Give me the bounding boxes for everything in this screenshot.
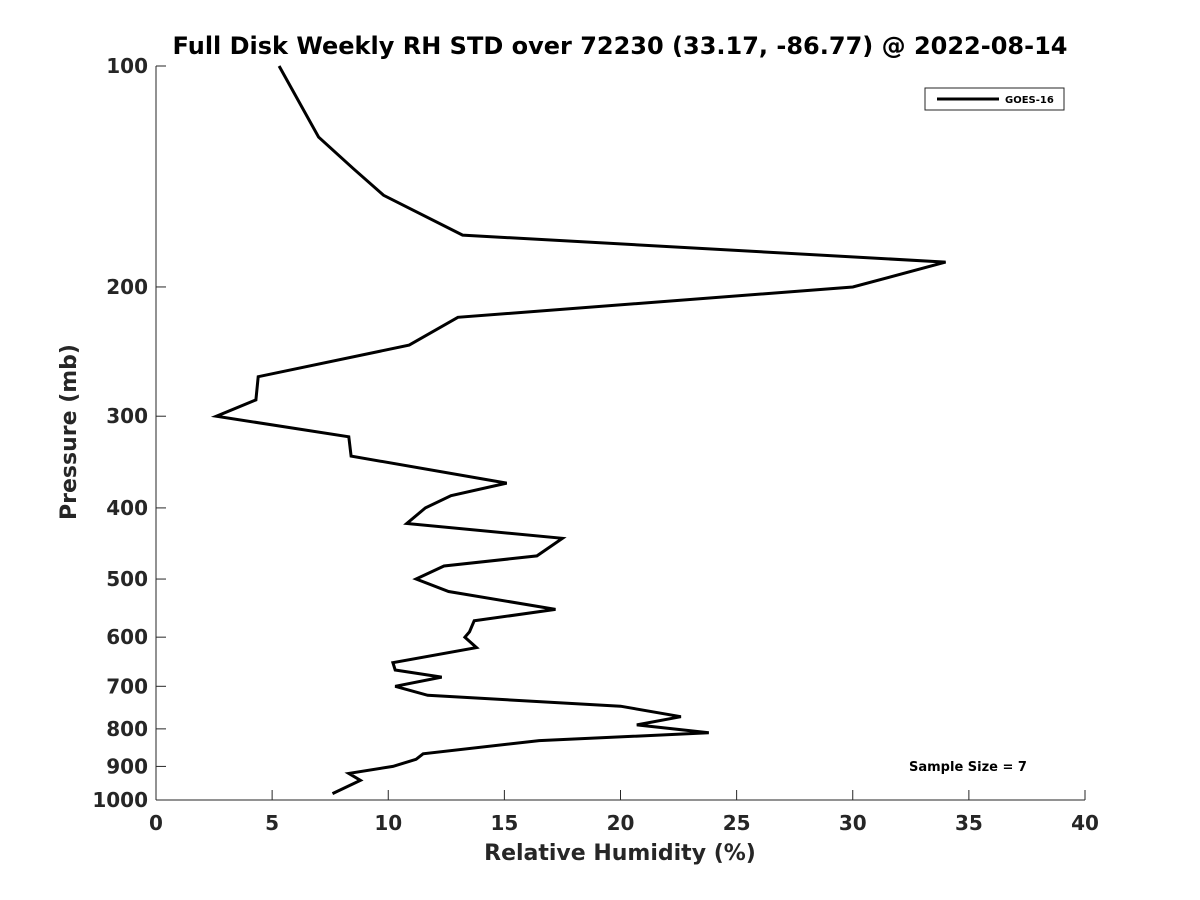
series-layer [210, 65, 946, 795]
axes-background [156, 66, 1085, 800]
x-tick-label: 5 [265, 811, 279, 835]
series-line-goes-16 [210, 65, 946, 795]
sample-size-annotation: Sample Size = 7 [909, 760, 1027, 775]
y-tick-label: 1000 [92, 788, 148, 812]
x-axis-ticks: 0 5 10 15 20 25 30 35 40 [149, 790, 1099, 835]
y-tick-label: 600 [106, 625, 148, 649]
y-axis-label: Pressure (mb) [57, 344, 82, 520]
plot-area: 0 5 10 15 20 25 30 35 40 100 200 300 400 500 600 700 80… [92, 54, 1099, 835]
y-tick-label: 400 [106, 496, 148, 520]
y-tick-label: 900 [106, 754, 148, 778]
x-tick-label: 20 [607, 811, 635, 835]
y-tick-label: 300 [106, 404, 148, 428]
y-tick-label: 700 [106, 674, 148, 698]
y-tick-label: 500 [106, 567, 148, 591]
x-tick-label: 15 [490, 811, 518, 835]
x-tick-label: 10 [374, 811, 402, 835]
legend: GOES-16 [924, 87, 1065, 111]
y-tick-label: 200 [106, 275, 148, 299]
y-tick-label: 100 [106, 54, 148, 78]
x-tick-label: 0 [149, 811, 163, 835]
x-axis-label: Relative Humidity (%) [484, 841, 756, 866]
x-tick-label: 35 [955, 811, 983, 835]
chart-title: Full Disk Weekly RH STD over 72230 (33.1… [173, 32, 1068, 60]
y-axis-ticks: 100 200 300 400 500 600 700 800 900 1000 [92, 54, 166, 812]
x-tick-label: 30 [839, 811, 867, 835]
y-tick-label: 800 [106, 717, 148, 741]
x-tick-label: 25 [723, 811, 751, 835]
x-tick-label: 40 [1071, 811, 1099, 835]
legend-entry-goes-16: GOES-16 [1005, 95, 1054, 106]
